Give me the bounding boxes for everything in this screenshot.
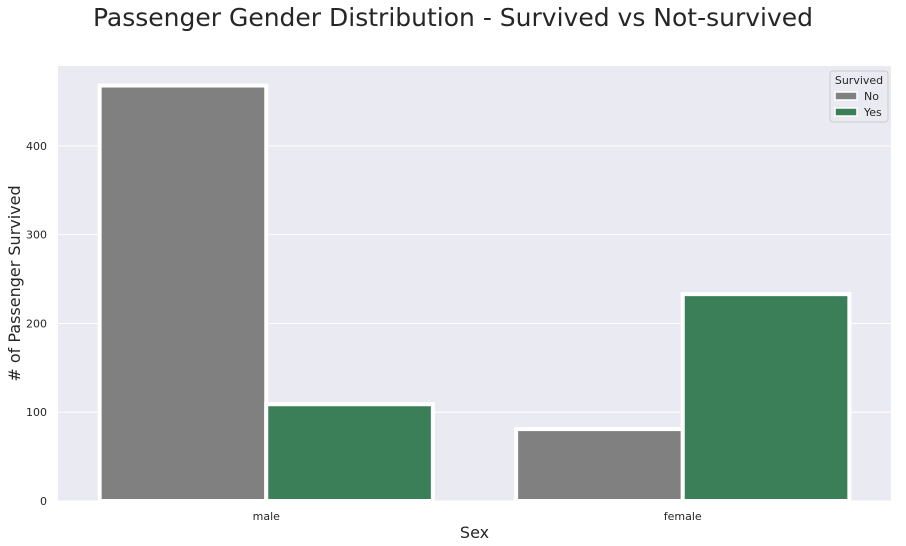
y-tick-label: 400 [26, 140, 47, 153]
x-tick-label: female [664, 510, 702, 523]
bar-yes-female [680, 292, 852, 504]
bar-no-female [514, 427, 685, 503]
bars [97, 83, 852, 504]
y-axis-ticks: 0 100 200 300 400 [26, 140, 47, 508]
y-tick-label: 100 [26, 406, 47, 419]
x-tick-label: male [253, 510, 281, 523]
legend-label-no: No [864, 90, 879, 103]
legend: Survived No Yes [829, 70, 889, 123]
x-axis-ticks: male female [253, 510, 702, 523]
bar-yes-male [264, 402, 435, 503]
y-tick-label: 300 [26, 229, 47, 242]
legend-items: No Yes [834, 90, 882, 119]
chart-title: Passenger Gender Distribution - Survived… [92, 3, 814, 32]
legend-swatch-yes [834, 107, 858, 117]
x-axis-label: Sex [460, 523, 489, 542]
y-axis-label: # of Passenger Survived [5, 185, 24, 381]
legend-swatch-no [834, 91, 858, 101]
y-tick-label: 200 [26, 317, 47, 330]
legend-label-yes: Yes [863, 106, 882, 119]
y-tick-label: 0 [40, 495, 47, 508]
bar-no-male [97, 83, 269, 503]
legend-title: Survived [835, 74, 883, 87]
